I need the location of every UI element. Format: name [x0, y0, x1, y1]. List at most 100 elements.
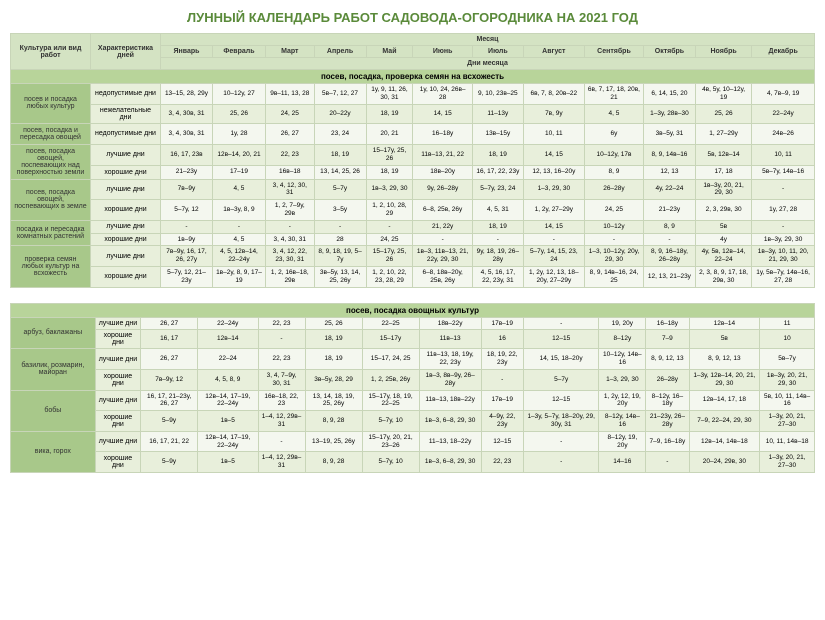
data-cell: 26–28у [646, 369, 689, 390]
data-cell: 9у, 18, 19, 26–28у [472, 246, 523, 267]
data-cell: 25, 26 [305, 317, 362, 330]
data-cell: 22–24 [198, 349, 259, 370]
data-cell: 16, 17, 21–23у, 26, 27 [141, 390, 198, 411]
data-cell: - [258, 431, 305, 452]
data-cell: 8, 9, 28 [305, 452, 362, 473]
data-cell: 16в–18, 22, 23 [258, 390, 305, 411]
data-cell: 6–8, 25в, 26у [413, 200, 473, 221]
data-cell: 6, 14, 15, 20 [644, 84, 696, 105]
month-header: Сентябрь [584, 46, 643, 58]
group-label: арбуз, баклажаны [11, 317, 96, 349]
data-cell: 17в–19 [481, 390, 523, 411]
data-cell: 11в–13 [419, 330, 481, 349]
group-label: вика, горох [11, 431, 96, 472]
data-cell: 1в–5 [198, 452, 259, 473]
data-cell: 1в–3, 29, 30 [366, 179, 413, 200]
data-cell: 13–19, 25, 26у [305, 431, 362, 452]
data-cell: 1, 2, 25в, 26у [362, 369, 419, 390]
data-cell: 11в–13, 18в–22у [419, 390, 481, 411]
data-cell: 1, 2, 7–9у, 29в [266, 200, 314, 221]
data-cell: 12в–14, 20, 21 [212, 144, 265, 166]
data-cell: 11–13у [472, 104, 523, 123]
month-header: Июль [472, 46, 523, 58]
data-cell: 21–23у [644, 200, 696, 221]
data-cell: 12–15 [523, 390, 599, 411]
data-cell: 6–8, 18в–20у, 25в, 26у [413, 266, 473, 287]
data-cell: 23, 24 [314, 123, 366, 144]
data-cell: - [161, 220, 213, 233]
col-culture: Культура или вид работ [11, 34, 91, 70]
data-cell: 5–9у [141, 452, 198, 473]
data-cell: 16в–18 [266, 166, 314, 179]
data-cell: - [523, 452, 599, 473]
data-cell: 4–9у, 22, 23у [481, 411, 523, 432]
data-cell: 14–16 [599, 452, 646, 473]
data-cell: - [523, 233, 584, 246]
calendar-table-2: посев, посадка овощных культурарбуз, бак… [10, 303, 815, 473]
data-cell: 11в–13, 21, 22 [413, 144, 473, 166]
data-cell: 1в–3у, 10, 11, 20, 21, 29, 30 [752, 246, 815, 267]
characteristic-label: лучшие дни [95, 390, 141, 411]
data-cell: 17–19 [212, 166, 265, 179]
data-cell: 1, 2, 16в–18, 29в [266, 266, 314, 287]
data-cell: 1–3у, 12в–14, 20, 21, 29, 30 [689, 369, 760, 390]
month-header: Февраль [212, 46, 265, 58]
characteristic-label: хорошие дни [95, 452, 141, 473]
data-cell: 4, 5, 16, 17, 22, 23у, 31 [472, 266, 523, 287]
data-cell: - [266, 220, 314, 233]
data-cell: 8–12у [599, 330, 646, 349]
data-cell: 8–12у, 16–18у [646, 390, 689, 411]
group-label: бобы [11, 390, 96, 431]
data-cell: 8, 9 [584, 166, 643, 179]
data-cell: 2, 3, 8, 9, 17, 18, 29в, 30 [695, 266, 751, 287]
data-cell: 12в–14 [689, 317, 760, 330]
data-cell: 10 [760, 330, 815, 349]
month-header: Март [266, 46, 314, 58]
data-cell: 1в–3, 8в–9у, 26–28у [419, 369, 481, 390]
data-cell: 20–24, 29в, 30 [689, 452, 760, 473]
data-cell: 15–17, 24, 25 [362, 349, 419, 370]
data-cell: 5–9у [141, 411, 198, 432]
data-cell: - [258, 330, 305, 349]
data-cell: 13, 14, 18, 19, 25, 26у [305, 390, 362, 411]
data-cell: 18в–20у [413, 166, 473, 179]
data-cell: 7в–9у [161, 179, 213, 200]
data-cell: 12в–14, 17, 18 [689, 390, 760, 411]
data-cell: 24, 25 [584, 200, 643, 221]
characteristic-label: недопустимые дни [91, 84, 161, 105]
data-cell: 1в–3у, 20, 21, 29, 30 [760, 369, 815, 390]
data-cell: - [523, 317, 599, 330]
data-cell: 5–7у, 10 [362, 452, 419, 473]
data-cell: 16, 17, 21, 22 [141, 431, 198, 452]
data-cell: 8, 9, 12, 13 [689, 349, 760, 370]
data-cell: 1в–3у, 29, 30 [752, 233, 815, 246]
data-cell: 3, 4, 7–9у, 30, 31 [258, 369, 305, 390]
data-cell: 1у, 27, 28 [752, 200, 815, 221]
data-cell: 21–23у [161, 166, 213, 179]
section-header: посев, посадка, проверка семян на всхоже… [11, 70, 815, 84]
data-cell: - [644, 233, 696, 246]
data-cell: 17, 18 [695, 166, 751, 179]
data-cell: 12в–14, 17–19, 22–24у [198, 390, 259, 411]
data-cell: - [212, 220, 265, 233]
month-header: Июнь [413, 46, 473, 58]
data-cell: 26, 27 [141, 349, 198, 370]
data-cell: 7–9, 16–18у [646, 431, 689, 452]
data-cell: 7–9, 22–24, 29, 30 [689, 411, 760, 432]
characteristic-label: хорошие дни [91, 166, 161, 179]
data-cell: 1–3, 29, 30 [599, 369, 646, 390]
characteristic-label: лучшие дни [91, 246, 161, 267]
data-cell: 15–17у, 20, 21, 23–26 [362, 431, 419, 452]
data-cell: 1в–5 [198, 411, 259, 432]
data-cell: - [646, 452, 689, 473]
data-cell: 9у, 26–28у [413, 179, 473, 200]
data-cell: 24, 25 [266, 104, 314, 123]
data-cell: 14, 15 [523, 220, 584, 233]
data-cell: 8–12у, 14в–16 [599, 411, 646, 432]
month-header: Апрель [314, 46, 366, 58]
data-cell: 5–7у, 23, 24 [472, 179, 523, 200]
data-cell: 6у [584, 123, 643, 144]
data-cell: 4, 5, 12в–14, 22–24у [212, 246, 265, 267]
group-label: проверка семян любых культур на всхожест… [11, 246, 91, 287]
data-cell: 5–7у, 12 [161, 200, 213, 221]
